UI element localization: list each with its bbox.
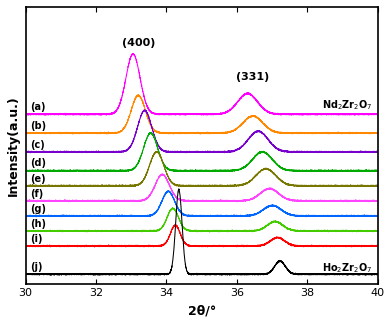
- Text: (f): (f): [30, 189, 43, 199]
- Text: (331): (331): [236, 72, 269, 82]
- Y-axis label: Intensity(a.u.): Intensity(a.u.): [7, 95, 20, 196]
- Text: (a): (a): [30, 102, 45, 112]
- Text: (g): (g): [30, 203, 46, 214]
- Text: (e): (e): [30, 173, 45, 183]
- Text: (c): (c): [30, 140, 44, 150]
- Text: (j): (j): [30, 262, 42, 272]
- Text: (400): (400): [122, 38, 155, 48]
- Text: Nd$_2$Zr$_2$O$_7$: Nd$_2$Zr$_2$O$_7$: [322, 98, 373, 112]
- Text: Ho$_2$Zr$_2$O$_7$: Ho$_2$Zr$_2$O$_7$: [322, 262, 373, 275]
- Text: (d): (d): [30, 158, 46, 168]
- Text: (b): (b): [30, 121, 46, 131]
- Text: (h): (h): [30, 219, 46, 229]
- Text: (i): (i): [30, 234, 42, 244]
- X-axis label: 2θ/°: 2θ/°: [188, 304, 216, 317]
